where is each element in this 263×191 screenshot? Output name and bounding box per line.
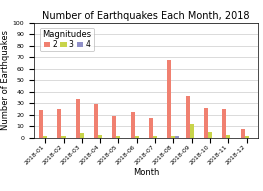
Bar bbox=[135, 136, 139, 138]
Legend: 2, 3, 4: 2, 3, 4 bbox=[40, 28, 94, 51]
Bar bbox=[208, 132, 212, 138]
X-axis label: Month: Month bbox=[133, 168, 159, 177]
Bar bbox=[204, 108, 208, 138]
Bar bbox=[43, 136, 47, 138]
Bar bbox=[131, 112, 135, 138]
Bar bbox=[94, 104, 98, 138]
Bar bbox=[245, 136, 249, 138]
Bar bbox=[190, 124, 194, 138]
Bar bbox=[226, 135, 230, 138]
Bar bbox=[57, 109, 62, 138]
Bar bbox=[39, 110, 43, 138]
Bar bbox=[98, 135, 102, 138]
Bar bbox=[117, 136, 120, 138]
Bar bbox=[113, 116, 117, 138]
Bar bbox=[222, 109, 226, 138]
Bar bbox=[153, 136, 157, 138]
Title: Number of Earthquakes Each Month, 2018: Number of Earthquakes Each Month, 2018 bbox=[42, 11, 250, 21]
Y-axis label: Number of Earthquakes: Number of Earthquakes bbox=[1, 30, 10, 130]
Bar bbox=[80, 133, 84, 138]
Bar bbox=[62, 136, 65, 138]
Bar bbox=[175, 136, 179, 138]
Bar bbox=[149, 118, 153, 138]
Bar bbox=[168, 60, 171, 138]
Bar bbox=[76, 99, 80, 138]
Bar bbox=[241, 129, 245, 138]
Bar bbox=[171, 136, 175, 138]
Bar bbox=[186, 96, 190, 138]
